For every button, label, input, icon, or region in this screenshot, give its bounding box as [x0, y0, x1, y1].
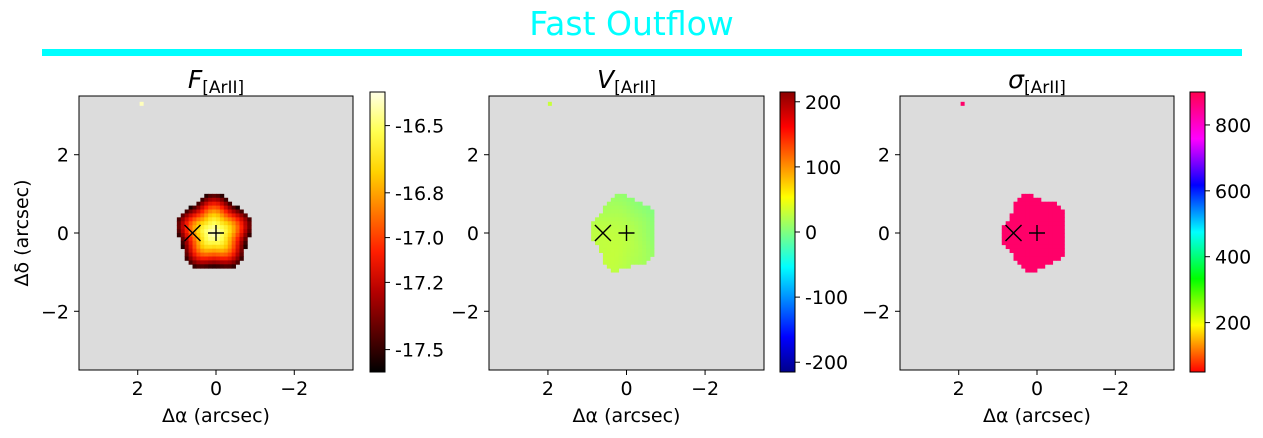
- colorbar-tick-label: 800: [1215, 115, 1251, 137]
- colorbar-tick-label: -17.5: [395, 340, 444, 362]
- plus-marker: [1029, 225, 1045, 241]
- x-axis-label: Δα (arcsec): [573, 405, 681, 427]
- y-tick-label: 2: [878, 145, 890, 167]
- x-axis-label: Δα (arcsec): [983, 405, 1091, 427]
- colorbar-tick-label: 400: [1215, 247, 1251, 269]
- x-marker: [594, 224, 612, 242]
- plus-marker: [618, 225, 635, 241]
- colorbar-tick-label: 600: [1215, 181, 1251, 203]
- x-tick-label: 2: [953, 378, 965, 400]
- colorbar-gradient: [1189, 91, 1206, 373]
- figure-title: Fast Outflow: [529, 4, 734, 43]
- x-tick-label: −2: [280, 378, 308, 400]
- plus-marker: [208, 225, 224, 241]
- panel-title: V[ArII]: [597, 65, 656, 98]
- x-tick-label: −2: [691, 378, 719, 400]
- isolated-pixel: [547, 101, 552, 106]
- x-tick-label: 0: [210, 378, 222, 400]
- panel-1: 2 2 0 0 −2 −2 Δα (arcsec) Δδ (arcsec) F[ArII] -16…: [11, 65, 444, 427]
- emission-map: [591, 193, 655, 273]
- colorbar-gradient: [779, 91, 796, 373]
- x-marker: [184, 224, 202, 242]
- colorbar-tick-label: -17.0: [395, 228, 444, 250]
- colorbar-tick-label: 100: [805, 157, 841, 179]
- y-tick-label: −2: [41, 301, 69, 323]
- colorbar-tick-label: 200: [1215, 313, 1251, 335]
- colorbar-tick-label: -200: [805, 352, 848, 374]
- colorbar-tick-label: -100: [805, 287, 848, 309]
- x-tick-label: 2: [132, 378, 144, 400]
- panel-title: σ[ArII]: [1008, 65, 1066, 98]
- panel-title: F[ArII]: [188, 65, 244, 98]
- y-tick-label: 0: [878, 223, 890, 245]
- y-tick-label: 0: [467, 223, 479, 245]
- x-tick-label: 0: [1031, 378, 1043, 400]
- colorbar-tick-label: -16.8: [395, 183, 444, 205]
- colorbar-gradient: [369, 91, 386, 373]
- colorbar: 800 600 400 200: [1189, 91, 1251, 373]
- y-tick-label: 2: [467, 145, 479, 167]
- colorbar-tick-label: -16.5: [395, 116, 444, 138]
- colorbar-tick-label: 0: [805, 222, 817, 244]
- x-axis-label: Δα (arcsec): [162, 405, 270, 427]
- y-axis-label: Δδ (arcsec): [11, 179, 33, 286]
- x-tick-label: 2: [542, 378, 554, 400]
- isolated-pixel: [139, 101, 144, 106]
- colorbar: 200 100 0 -100 -200: [779, 91, 848, 374]
- colorbar: -16.5 -16.8 -17.0 -17.2 -17.5: [369, 91, 444, 373]
- y-tick-label: −2: [862, 301, 890, 323]
- isolated-pixel: [960, 101, 965, 106]
- y-tick-label: −2: [451, 301, 479, 323]
- y-tick-label: 0: [57, 223, 69, 245]
- x-tick-label: 0: [620, 378, 632, 400]
- x-marker: [1005, 224, 1023, 242]
- title-underline: [42, 49, 1242, 56]
- x-tick-label: −2: [1101, 378, 1129, 400]
- colorbar-tick-label: 200: [805, 92, 841, 114]
- y-tick-label: 2: [57, 145, 69, 167]
- colorbar-tick-label: -17.2: [395, 272, 444, 294]
